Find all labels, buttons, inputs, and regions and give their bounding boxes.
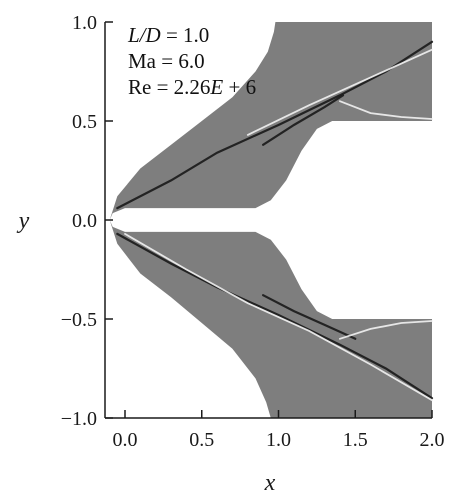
shock-lines	[116, 40, 434, 402]
x-tick-label: 1.5	[343, 429, 368, 451]
upper-separation-shock	[262, 94, 345, 146]
x-tick-label: 1.0	[266, 429, 291, 451]
lower-reflected-wave	[124, 233, 433, 402]
annotation-ld: L/D = 1.0	[127, 23, 209, 47]
lower-flow-region	[109, 220, 432, 418]
upper-reflected-wave	[246, 48, 433, 136]
annotation-ld-value: 1.0	[183, 23, 209, 47]
upper-flow-region	[109, 22, 432, 220]
y-axis-label: y	[17, 208, 30, 234]
annotation-reynolds: Re = 2.26E + 6	[128, 75, 256, 99]
annotation-re-var: E	[209, 75, 223, 99]
annotation-block: L/D = 1.0 Ma = 6.0 Re = 2.26E + 6	[127, 23, 256, 99]
ticks: 0.0 0.5 1.0 1.5 2.0 1.0 0.5 0.0 −0.5 −1.0	[61, 12, 445, 451]
y-tick-label: 0.0	[72, 210, 97, 232]
x-tick-label: 2.0	[420, 429, 445, 451]
upper-expansion-fan	[339, 100, 433, 120]
lower-separation-shock	[262, 294, 357, 340]
flow-field	[109, 22, 432, 418]
y-tick-label: 0.5	[72, 111, 97, 133]
x-tick-label: 0.0	[113, 429, 138, 451]
x-axis-label: x	[264, 470, 276, 496]
annotation-ld-var: L/D	[127, 23, 161, 47]
lower-bow-shock	[116, 232, 434, 400]
y-tick-label: 1.0	[72, 12, 97, 34]
y-tick-label: −0.5	[61, 309, 97, 331]
annotation-ld-eq: =	[161, 23, 183, 47]
y-tick-label: −1.0	[61, 408, 97, 430]
annotation-re-prefix: Re = 2.26	[128, 75, 210, 99]
x-tick-label: 0.5	[189, 429, 214, 451]
lower-expansion-fan	[339, 320, 433, 340]
annotation-re-suffix: + 6	[229, 75, 257, 99]
upper-bow-shock	[116, 40, 434, 210]
annotation-mach: Ma = 6.0	[128, 49, 205, 73]
